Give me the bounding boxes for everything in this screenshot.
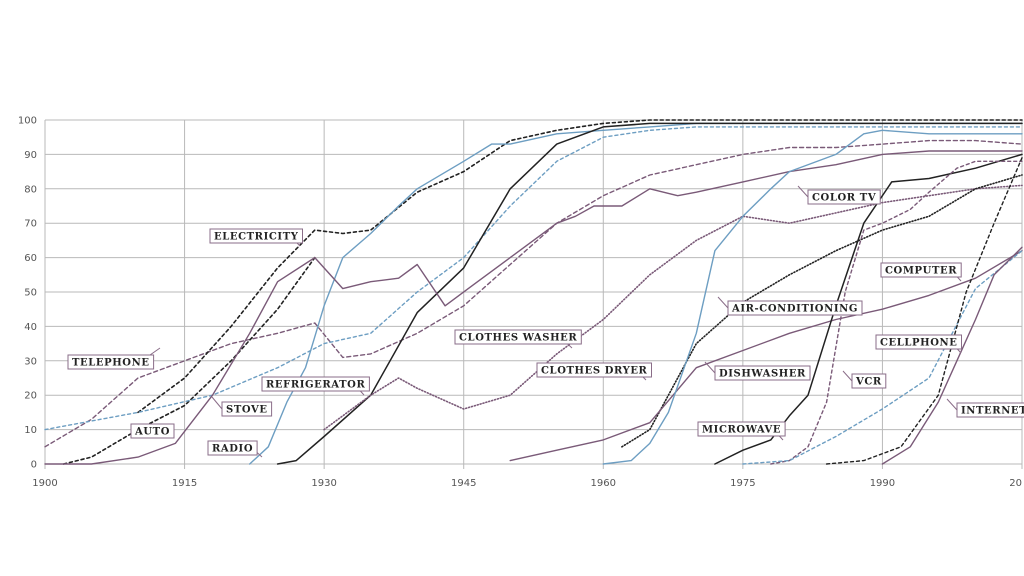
y-tick-label: 20 (24, 391, 37, 402)
label-box (697, 421, 786, 437)
label-box (536, 362, 652, 378)
series-line-color-tv (602, 129, 1023, 465)
label-text: MICROWAVE (702, 425, 781, 436)
label-text: CELLPHONE (880, 338, 958, 349)
series-label-internet: INTERNET (956, 402, 1024, 418)
x-tick-label: 1945 (451, 478, 476, 489)
label-box (956, 402, 1024, 418)
series-label-clothes-washer: CLOTHES WASHER (454, 329, 582, 345)
label-box (807, 189, 881, 205)
y-tick-label: 50 (24, 288, 37, 299)
label-leader-air-conditioning (717, 296, 729, 309)
series-label-telephone: TELEPHONE (67, 354, 155, 370)
label-text: STOVE (226, 405, 268, 416)
chart-tick-labels: 0 10 20 30 40 50 60 70 80 90 100 1900 1915 1930 1945 19… (18, 116, 1022, 490)
label-leader-color-tv (797, 185, 809, 198)
label-text: ELECTRICITY (214, 232, 299, 243)
series-label-color-tv: COLOR TV (807, 189, 881, 205)
label-box (209, 228, 303, 244)
label-box (714, 365, 811, 381)
series-label-cellphone: CELLPHONE (875, 334, 962, 350)
chart-grid (44, 119, 1023, 469)
y-tick-label: 80 (24, 184, 37, 195)
series-line-stove (44, 126, 1023, 431)
series-line-vcr (770, 160, 1023, 465)
series-line-auto (62, 256, 316, 465)
series-line-refrigerator (276, 122, 1023, 465)
series-label-dishwasher: DISHWASHER (714, 365, 811, 381)
y-tick-label: 60 (24, 253, 37, 264)
chart-series-group (44, 119, 1023, 465)
y-tick-label: 100 (18, 116, 37, 127)
y-tick-label: 10 (24, 425, 37, 436)
label-box (875, 334, 962, 350)
y-tick-label: 0 (31, 460, 37, 471)
label-text: TELEPHONE (72, 358, 150, 369)
series-label-vcr: VCR (851, 373, 887, 389)
label-text: AIR-CONDITIONING (731, 304, 858, 315)
label-text: COLOR TV (812, 193, 876, 204)
y-tick-label: 70 (24, 219, 37, 230)
series-label-microwave: MICROWAVE (697, 421, 786, 437)
label-box (221, 401, 273, 417)
label-box (454, 329, 582, 345)
x-tick-label: 1915 (172, 478, 197, 489)
series-label-radio: RADIO (207, 440, 258, 456)
chart-labels: TELEPHONE ELECTRICITY AUTO RADIO STOVE REFRIG… (67, 189, 1024, 456)
series-line-clothes-dryer (323, 184, 1023, 431)
series-label-stove: STOVE (221, 401, 273, 417)
label-box (130, 423, 175, 439)
x-tick-label: 1990 (870, 478, 895, 489)
label-box (261, 376, 370, 392)
label-box (851, 373, 887, 389)
label-leader-internet (946, 398, 958, 411)
label-leader-stove (211, 396, 223, 410)
series-label-air-conditioning: AIR-CONDITIONING (727, 300, 863, 316)
series-line-telephone (44, 139, 1023, 448)
series-line-computer (742, 250, 1023, 465)
series-label-clothes-dryer: CLOTHES DRYER (536, 362, 652, 378)
label-text: CLOTHES WASHER (459, 333, 577, 344)
y-tick-label: 90 (24, 150, 37, 161)
label-text: AUTO (134, 427, 170, 438)
series-line-radio (249, 122, 1023, 465)
label-text: COMPUTER (885, 266, 957, 277)
series-line-electricity (137, 119, 1023, 414)
label-text: DISHWASHER (719, 369, 806, 380)
label-box (727, 300, 863, 316)
label-text: VCR (855, 377, 882, 388)
label-text: INTERNET (961, 406, 1024, 417)
series-line-air-conditioning (621, 174, 1023, 448)
label-text: CLOTHES DRYER (541, 366, 648, 377)
label-box (880, 262, 962, 278)
series-label-computer: COMPUTER (880, 262, 962, 278)
label-leader-dishwasher (704, 361, 716, 374)
label-text: RADIO (212, 444, 253, 455)
series-line-cellphone (825, 157, 1023, 465)
x-tick-label: 20 (1009, 478, 1022, 489)
label-leader-vcr (842, 370, 853, 382)
label-box (207, 440, 258, 456)
x-tick-label: 1930 (311, 478, 336, 489)
series-label-electricity: ELECTRICITY (209, 228, 303, 244)
series-line-dishwasher (509, 250, 1023, 462)
series-line-internet (881, 246, 1023, 465)
y-tick-label: 30 (24, 356, 37, 367)
series-label-refrigerator: REFRIGERATOR (261, 376, 370, 392)
x-tick-label: 1900 (32, 478, 57, 489)
label-box (67, 354, 155, 370)
series-line-clothes-washer (44, 150, 1023, 465)
series-label-auto: AUTO (130, 423, 175, 439)
x-tick-label: 1960 (591, 478, 616, 489)
label-text: REFRIGERATOR (266, 380, 365, 391)
y-tick-label: 40 (24, 322, 37, 333)
x-tick-label: 1975 (730, 478, 755, 489)
